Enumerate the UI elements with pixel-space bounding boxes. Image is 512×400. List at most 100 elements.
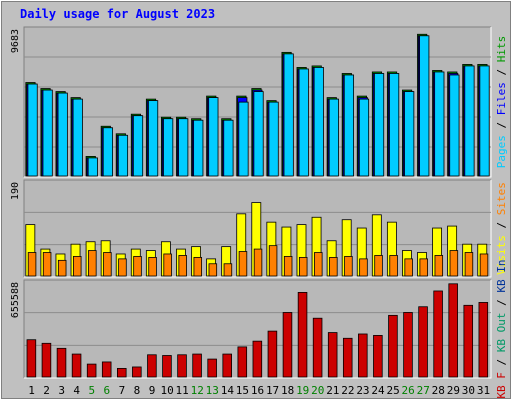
legend-entry: KB In — [495, 259, 508, 292]
legend-entry: / — [495, 293, 508, 313]
legend-entry: KB F — [495, 372, 508, 399]
bar-kbf — [101, 361, 112, 378]
bar-pages — [283, 53, 294, 177]
x-tick-label: 25 — [386, 384, 399, 397]
x-tick-label: 16 — [251, 384, 264, 397]
bar-pages — [238, 101, 249, 177]
bar-pages — [464, 65, 475, 177]
bar-kbf — [192, 353, 202, 378]
legend-entry: Visits — [495, 235, 508, 275]
bar-kbf — [162, 355, 172, 378]
x-tick-label: 31 — [477, 384, 490, 397]
legend-entry: Sites — [495, 182, 508, 215]
bar-sites — [419, 258, 428, 277]
x-tick-label: 3 — [58, 384, 65, 397]
bar-sites — [148, 256, 157, 277]
bar-sites — [253, 248, 263, 277]
bar-sites — [27, 252, 37, 277]
x-tick-label: 8 — [134, 384, 141, 397]
y-max-label: 190 — [10, 182, 21, 200]
bar-pages — [419, 35, 430, 177]
y-max-label: 655588 — [10, 282, 21, 318]
bar-kbf — [177, 354, 187, 378]
bar-sites — [238, 251, 248, 277]
bar-pages — [163, 118, 174, 177]
bar-sites — [479, 253, 489, 277]
bar-kbf — [41, 342, 52, 378]
bar-sites — [42, 252, 52, 277]
x-tick-label: 6 — [104, 384, 111, 397]
bar-sites — [103, 252, 112, 277]
bar-kbf — [282, 312, 293, 378]
bar-sites — [163, 253, 172, 277]
bar-sites — [88, 250, 97, 277]
legend-entry: Pages — [495, 135, 508, 168]
bar-pages — [193, 119, 204, 177]
chart-panel-3: 655588 KB F / KB Out / KB In — [10, 259, 508, 398]
bar-sites — [314, 252, 323, 277]
bar-pages — [313, 67, 324, 177]
bar-kbf — [327, 332, 338, 378]
bar-pages — [27, 83, 38, 177]
bar-pages — [178, 118, 189, 177]
bar-sites — [73, 256, 82, 277]
bar-pages — [132, 115, 144, 177]
bar-pages — [268, 101, 279, 177]
bar-kbf — [403, 312, 413, 378]
legend-entry: Hits — [495, 36, 508, 63]
x-tick-label: 10 — [160, 384, 173, 397]
bar-pages — [57, 92, 68, 177]
bar-pages — [87, 157, 98, 177]
x-tick-label: 15 — [236, 384, 249, 397]
bar-pages — [117, 134, 129, 177]
bar-kbf — [433, 290, 443, 378]
legend-entry: Files — [495, 82, 508, 115]
bar-kbf — [342, 337, 353, 378]
bar-sites — [298, 256, 308, 277]
legend-entry: / — [495, 62, 508, 82]
bar-kbf — [222, 353, 232, 378]
x-tick-label: 17 — [266, 384, 279, 397]
legend-entry: / — [495, 352, 508, 372]
bar-sites — [359, 258, 368, 277]
bar-pages — [328, 98, 339, 177]
x-tick-label: 28 — [432, 384, 445, 397]
x-tick-label: 30 — [462, 384, 475, 397]
bar-pages — [148, 100, 159, 177]
bar-pages — [102, 127, 113, 177]
bar-kbf — [463, 304, 474, 378]
bar-pages — [343, 74, 355, 177]
bar-kbf — [358, 333, 368, 378]
bar-kbf — [418, 306, 428, 378]
x-tick-label: 27 — [417, 384, 430, 397]
bar-sites — [329, 256, 338, 277]
legend-entry: / — [495, 215, 508, 235]
bar-pages — [298, 68, 309, 177]
x-tick-label: 20 — [311, 384, 324, 397]
bar-kbf — [388, 314, 398, 378]
bar-kbf — [117, 367, 127, 378]
bar-pages — [223, 119, 234, 177]
bar-kbf — [448, 283, 458, 378]
series-legend: Pages / Files / Hits — [495, 36, 508, 169]
panel-1-bevel-dark — [23, 26, 491, 177]
bar-sites — [57, 259, 67, 277]
bar-pages — [404, 91, 415, 177]
bar-pages — [449, 74, 460, 177]
x-tick-label: 22 — [341, 384, 354, 397]
series-legend: Visits / Sites — [495, 182, 508, 275]
bar-kbf — [373, 335, 383, 378]
bar-sites — [133, 256, 142, 277]
bar-sites — [374, 255, 383, 277]
bar-kbf — [56, 347, 67, 378]
bar-kbf — [267, 330, 278, 378]
bar-sites — [464, 252, 474, 277]
legend-entry: KB Out — [495, 312, 508, 352]
x-tick-label: 2 — [43, 384, 50, 397]
bar-kbf — [297, 292, 308, 378]
bar-sites — [268, 245, 278, 277]
bar-pages — [72, 98, 83, 177]
bar-kbf — [86, 363, 97, 378]
